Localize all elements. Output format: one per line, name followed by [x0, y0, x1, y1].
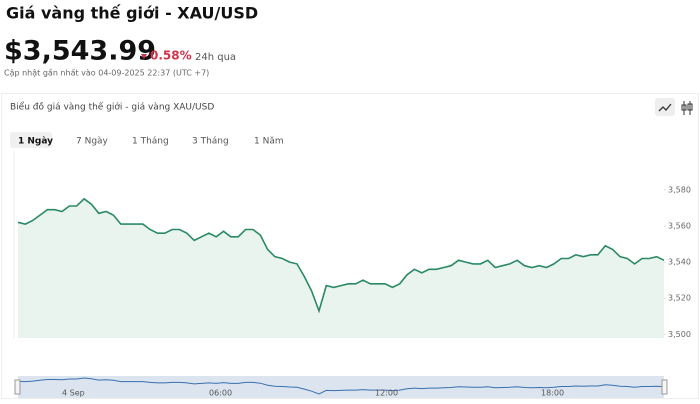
navigator-label: 06:00 [209, 389, 232, 398]
y-tick-label: 3,500 [668, 330, 691, 339]
change: 0.58% [150, 49, 192, 63]
navigator-label: 4 Sep [62, 389, 85, 398]
range-tab[interactable]: 1 Ngày [18, 137, 53, 147]
page-title: Giá vàng thế giới - XAU/USD [6, 4, 258, 23]
updated: Cập nhật gần nhất vào 04-09-2025 22:37 (… [4, 68, 209, 79]
navigator-label: 18:00 [541, 389, 564, 398]
down-arrow [141, 54, 147, 59]
panel [1, 93, 699, 399]
navigator-handle[interactable] [14, 379, 21, 395]
candle-icon[interactable] [681, 101, 693, 115]
line [17, 197, 665, 314]
navigator-line [17, 377, 665, 395]
tab-selected[interactable] [10, 132, 52, 148]
area [18, 198, 664, 338]
range-tab[interactable]: 1 Tháng [132, 137, 169, 147]
line-icon[interactable] [655, 98, 675, 116]
y-tick-label: 3,540 [668, 258, 691, 267]
range-tab[interactable]: 3 Tháng [192, 137, 229, 147]
line-icon-glyph [658, 103, 672, 112]
y-tick-label: 3,560 [668, 221, 691, 230]
navigator [18, 376, 664, 398]
y-tick-label: 3,580 [668, 185, 691, 194]
navigator-handle[interactable] [661, 379, 668, 395]
change-period: 24h qua [195, 52, 236, 63]
price: $3,543.99 [4, 36, 156, 67]
y-tick-label: 3,520 [668, 294, 691, 303]
panel-title: Biểu đồ giá vàng thế giới - giá vàng XAU… [10, 102, 214, 113]
range-tab[interactable]: 1 Năm [254, 137, 284, 147]
range-tab[interactable]: 7 Ngày [76, 137, 109, 147]
navigator-label: 12:00 [375, 389, 398, 398]
